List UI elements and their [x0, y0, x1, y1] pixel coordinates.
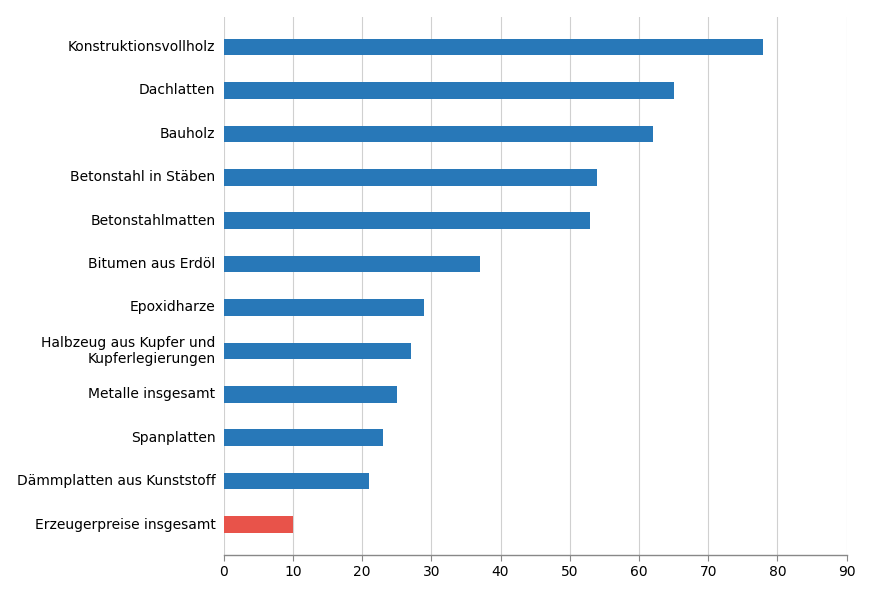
Bar	[224, 126, 653, 142]
Bar	[224, 386, 397, 402]
Bar	[224, 256, 480, 272]
Bar	[224, 82, 673, 99]
Bar	[224, 343, 411, 359]
Bar	[224, 39, 764, 55]
Bar	[224, 516, 293, 533]
Bar	[224, 299, 425, 316]
Bar	[224, 169, 597, 185]
Bar	[224, 473, 369, 489]
Bar	[224, 212, 590, 229]
Bar	[224, 430, 383, 446]
